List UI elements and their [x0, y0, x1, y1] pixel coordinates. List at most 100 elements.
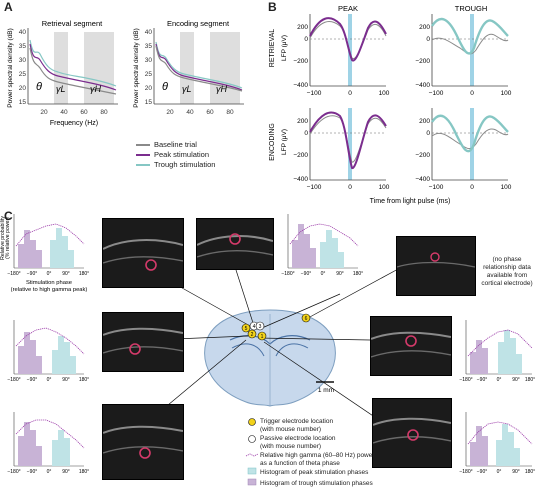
rel-prob-sub: (% relative power) [5, 217, 11, 259]
hist-xtick: 90° [62, 377, 70, 383]
b-ytick: 0 [426, 130, 430, 137]
hist-xtick: 180° [525, 377, 535, 383]
histogram-bottom-left: −180° −90° 0° 90° 180° [7, 412, 89, 475]
panel-b-plots: PEAK TROUGH RETRIEVAL ENCODING LFP (μV) … [269, 4, 512, 205]
hist-xtick: −180° [7, 377, 20, 383]
key-symbols [245, 418, 259, 486]
b-xtick: −100 [429, 184, 444, 191]
key-trigger: Trigger electrode location (with mouse nu… [260, 418, 334, 433]
gamma-low-band [54, 32, 68, 104]
b-ytick: −400 [293, 82, 308, 89]
a-xtick: 40 [186, 109, 194, 116]
b-ytick: 0 [426, 36, 430, 43]
hist-xtick: −90° [301, 271, 311, 277]
b-ytick: −400 [415, 82, 430, 89]
electrode-label: 6 [305, 316, 308, 322]
a-ytick: 35 [145, 43, 153, 50]
hist-xtick: −90° [27, 271, 37, 277]
b-xtick: −100 [429, 90, 444, 97]
hist-xtick: −180° [459, 469, 472, 475]
micrograph-6 [102, 404, 184, 480]
a-xtick: 80 [100, 109, 108, 116]
electrode-label: 5 [245, 326, 248, 332]
b-row-encoding: ENCODING [269, 123, 276, 161]
electrode-label: 4 [253, 324, 256, 330]
a-ytick: 20 [19, 85, 27, 92]
panel-b-letter: B [268, 0, 277, 14]
b-xtick: 0 [470, 184, 474, 191]
gamma-low-label: γL [182, 84, 192, 94]
rel-prob-label: Relative probability [0, 216, 6, 260]
micrograph-2 [196, 218, 274, 270]
b-ytick: −400 [415, 176, 430, 183]
a-ylabel: Power spectral density (dB) [7, 28, 14, 107]
a-xtick: 80 [226, 109, 234, 116]
a-xtick: 40 [60, 109, 68, 116]
key-gamma: Relative high gamma (60–80 Hz) power as a… [260, 452, 375, 467]
scale-bar-label: 1 mm [318, 387, 334, 394]
key-passive: Passive electrode location (with mouse nu… [260, 435, 336, 450]
micrograph-1 [102, 218, 184, 288]
b-retrieval-trough: 200 0 −200 −400 −100 0 100 [415, 14, 512, 97]
electrode-label: 1 [261, 334, 264, 340]
hist-xtick: 90° [62, 469, 70, 475]
histogram-top-middle: −180° −90° 0° 90° 180° [281, 214, 363, 277]
histogram-mid-right: −180° −90° 0° 90° 180° [459, 320, 535, 383]
b-xtick: 100 [379, 184, 390, 191]
gamma-high-label: γH [216, 84, 228, 94]
micrograph-3 [396, 236, 476, 296]
b-row-retrieval: RETRIEVAL [269, 29, 276, 67]
hist-xtick: 90° [512, 469, 520, 475]
b-xtick: −100 [307, 184, 322, 191]
hist-xtick: 0° [47, 271, 52, 277]
hist-xtick: 90° [62, 271, 70, 277]
b-xtick: −100 [307, 90, 322, 97]
panel-c-drawing: 5 4 3 2 1 6 1 mm −180° −90° 0° 90° 180° Rela… [0, 214, 535, 486]
a-xtick: 20 [166, 109, 174, 116]
b-col-peak: PEAK [338, 4, 358, 13]
a-xtick: 60 [206, 109, 214, 116]
b-ytick: 200 [419, 24, 430, 31]
hist-xtick: −90° [27, 469, 37, 475]
b-col-trough: TROUGH [455, 4, 488, 13]
hist-xtick: 90° [336, 271, 344, 277]
hist-xtick: 0° [47, 377, 52, 383]
b-ytick: −400 [293, 176, 308, 183]
b-ytick: 0 [304, 36, 308, 43]
hist-xtick: 0° [497, 377, 502, 383]
hist-xtick: −90° [27, 377, 37, 383]
hist-xtick: −180° [7, 271, 20, 277]
a-ytick: 40 [19, 29, 27, 36]
b-encoding-trough: 200 0 −200 −400 −100 0 100 [415, 108, 512, 191]
theta-label: θ [162, 81, 168, 93]
hist-xtick: −180° [7, 469, 20, 475]
panel-a-letter: A [4, 0, 13, 14]
a-ytick: 30 [145, 57, 153, 64]
electrode-label: 3 [259, 324, 262, 330]
electrodes: 5 4 3 2 1 6 [241, 313, 311, 341]
b-encoding-peak: 200 0 −200 −400 −100 0 100 [293, 108, 390, 191]
hist-xtick: −180° [459, 377, 472, 383]
hist-xtick: 0° [321, 271, 326, 277]
b-ylabel: LFP (μV) [281, 129, 288, 155]
a-ytick: 20 [145, 85, 153, 92]
electrode-label: 2 [251, 332, 254, 338]
histogram-mid-left: −180° −90° 0° 90° 180° [7, 320, 89, 383]
a-right-title: Encoding segment [167, 19, 230, 28]
b-ytick: −200 [293, 152, 308, 159]
b-xtick: 0 [348, 90, 352, 97]
gamma-high-label: γH [90, 84, 102, 94]
stim-phase-sub: (relative to high gamma peak) [11, 287, 88, 293]
hist-xtick: 180° [79, 271, 89, 277]
b-xtick: 100 [379, 90, 390, 97]
panel-a-left-plot: θ γL γH 40 35 30 25 20 15 20 40 60 80 Fr… [7, 19, 118, 127]
no-data-note: (no phase relationship data available fr… [481, 256, 533, 287]
a-ytick: 25 [145, 71, 153, 78]
panel-a-right-plot: θ γL γH 40 35 30 25 20 15 20 40 60 80 Po… [133, 19, 244, 116]
a-ytick: 35 [19, 43, 27, 50]
gamma-low-label: γL [56, 84, 66, 94]
hist-xtick: 180° [79, 377, 89, 383]
hist-xtick: 0° [47, 469, 52, 475]
a-ytick: 25 [19, 71, 27, 78]
a-ytick: 15 [19, 99, 27, 106]
